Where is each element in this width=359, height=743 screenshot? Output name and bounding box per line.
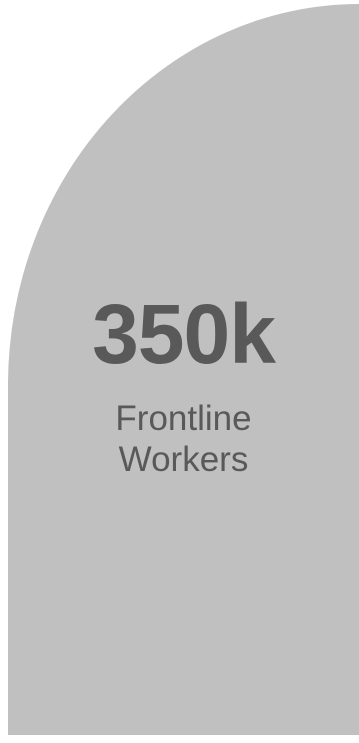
- stat-value: 350k: [92, 287, 276, 381]
- stat-text-group: 350k Frontline Workers: [8, 286, 359, 480]
- stat-label-line-1: Frontline: [115, 399, 252, 438]
- stat-label-line-2: Workers: [118, 440, 249, 479]
